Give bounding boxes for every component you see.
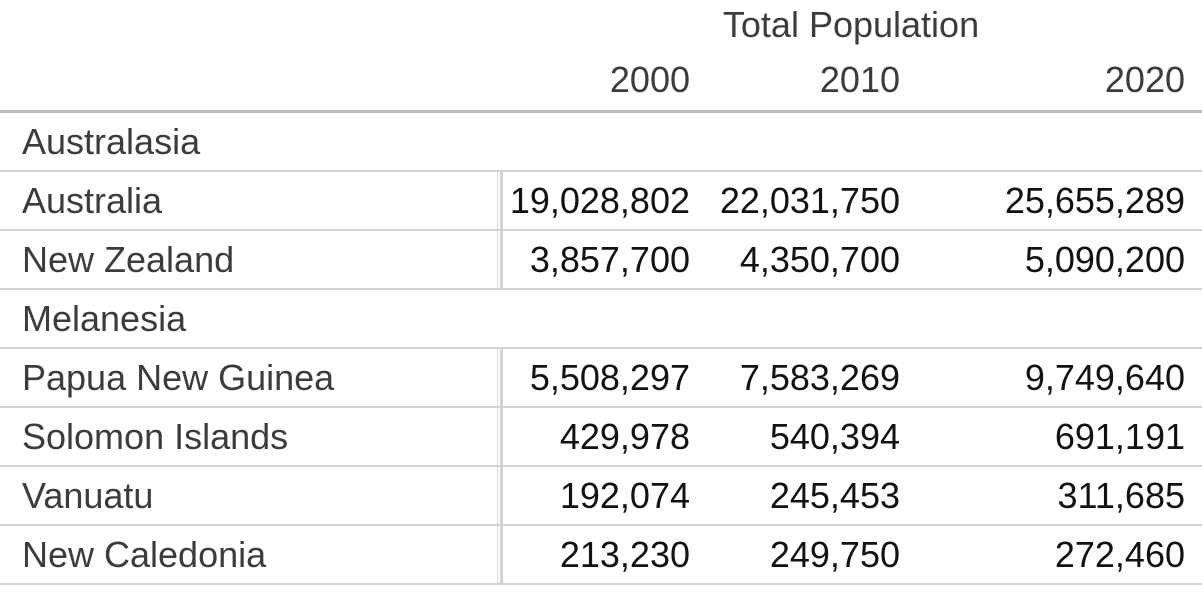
row-label: New Caledonia <box>22 533 267 575</box>
row-label: Australia <box>22 179 163 221</box>
value-2000: 213,230 <box>559 533 690 575</box>
value-2000: 3,857,700 <box>529 238 690 280</box>
table-body: Australasia Australia 19,028,802 22,031,… <box>0 113 1202 585</box>
value-2020: 25,655,289 <box>1004 179 1185 221</box>
year-header-2010: 2010 <box>819 59 900 100</box>
group-label: Australasia <box>22 120 201 162</box>
table-row-papua-new-guinea: Papua New Guinea 5,508,297 7,583,269 9,7… <box>0 349 1202 408</box>
value-2010: 22,031,750 <box>719 179 900 221</box>
table-row-vanuatu: Vanuatu 192,074 245,453 311,685 <box>0 467 1202 526</box>
row-label: Solomon Islands <box>22 415 289 457</box>
year-header-2020: 2020 <box>1104 59 1185 100</box>
value-2020: 311,685 <box>1057 474 1185 516</box>
row-label: Vanuatu <box>22 474 154 516</box>
group-row-melanesia: Melanesia <box>0 290 1202 349</box>
table-row-new-zealand: New Zealand 3,857,700 4,350,700 5,090,20… <box>0 231 1202 290</box>
group-row-australasia: Australasia <box>0 113 1202 172</box>
value-2000: 429,978 <box>559 415 690 457</box>
value-2020: 272,460 <box>1054 533 1185 575</box>
value-2010: 540,394 <box>769 415 900 457</box>
table-row-australia: Australia 19,028,802 22,031,750 25,655,2… <box>0 172 1202 231</box>
value-2000: 5,508,297 <box>529 356 690 398</box>
row-label: Papua New Guinea <box>22 356 335 398</box>
value-2010: 7,583,269 <box>739 356 900 398</box>
value-2010: 4,350,700 <box>739 238 900 280</box>
value-2020: 691,191 <box>1054 415 1185 457</box>
row-label: New Zealand <box>22 238 235 280</box>
table-row-new-caledonia: New Caledonia 213,230 249,750 272,460 <box>0 526 1202 585</box>
table-row-solomon-islands: Solomon Islands 429,978 540,394 691,191 <box>0 408 1202 467</box>
table-header: Total Population <box>0 0 1202 50</box>
value-2020: 9,749,640 <box>1024 356 1185 398</box>
value-2010: 249,750 <box>769 533 900 575</box>
table-title: Total Population <box>722 4 980 45</box>
year-header-2000: 2000 <box>609 59 690 100</box>
year-header-row: 2000 2010 2020 <box>0 50 1202 113</box>
value-2000: 192,074 <box>559 474 690 516</box>
group-label: Melanesia <box>22 297 187 339</box>
value-2020: 5,090,200 <box>1024 238 1185 280</box>
value-2000: 19,028,802 <box>509 179 690 221</box>
value-2010: 245,453 <box>769 474 900 516</box>
